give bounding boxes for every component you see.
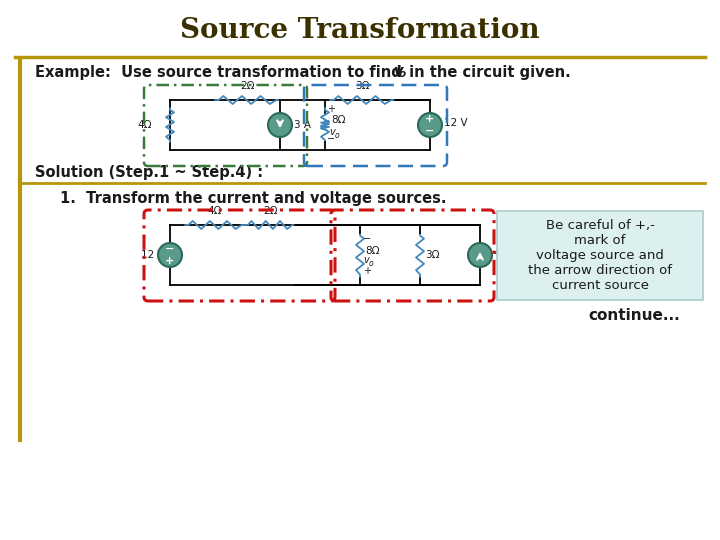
Text: o: o	[369, 259, 374, 267]
Text: o: o	[399, 69, 406, 79]
Text: 3Ω: 3Ω	[355, 81, 370, 91]
Text: +: +	[426, 114, 435, 124]
Text: 2Ω: 2Ω	[263, 206, 277, 216]
Text: 8Ω: 8Ω	[331, 115, 346, 125]
Circle shape	[268, 113, 292, 137]
Circle shape	[468, 243, 492, 267]
Text: o: o	[335, 131, 340, 139]
FancyBboxPatch shape	[497, 211, 703, 300]
Text: Source Transformation: Source Transformation	[180, 17, 540, 44]
Text: 4Ω: 4Ω	[138, 120, 152, 130]
Text: in the circuit given.: in the circuit given.	[404, 64, 571, 79]
Text: Example:  Use source transformation to find: Example: Use source transformation to fi…	[35, 64, 407, 79]
Text: v: v	[363, 255, 369, 265]
Circle shape	[158, 243, 182, 267]
Text: −: −	[426, 126, 435, 136]
Text: −: −	[327, 134, 335, 144]
Text: 4 A: 4 A	[494, 248, 511, 258]
Text: −: −	[363, 234, 371, 244]
Text: −: −	[166, 244, 175, 254]
Text: 12 V: 12 V	[444, 118, 467, 128]
Text: +: +	[363, 266, 371, 276]
Text: +: +	[166, 256, 175, 266]
Text: 1.  Transform the current and voltage sources.: 1. Transform the current and voltage sou…	[60, 191, 446, 206]
Text: Solution (Step.1 ~ Step.4) :: Solution (Step.1 ~ Step.4) :	[35, 165, 263, 179]
Text: continue...: continue...	[588, 307, 680, 322]
Text: 2Ω: 2Ω	[240, 81, 255, 91]
Text: 8Ω: 8Ω	[365, 246, 379, 256]
Text: v: v	[329, 127, 335, 137]
Text: 12 V: 12 V	[141, 250, 165, 260]
Text: +: +	[327, 104, 335, 114]
Circle shape	[418, 113, 442, 137]
Text: v: v	[393, 64, 402, 79]
Text: 4Ω: 4Ω	[208, 206, 222, 216]
Text: 3 A: 3 A	[294, 120, 311, 130]
Text: 3Ω: 3Ω	[425, 250, 439, 260]
Text: Be careful of +,-
mark of
voltage source and
the arrow direction of
current sour: Be careful of +,- mark of voltage source…	[528, 219, 672, 292]
